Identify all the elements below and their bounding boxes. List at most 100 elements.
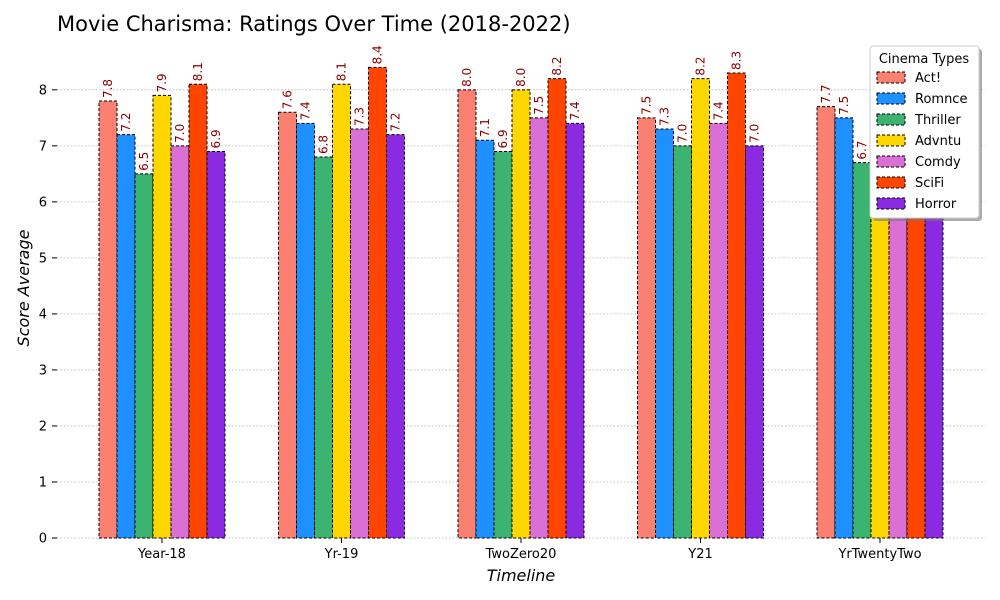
x-tick-label: TwoZero20 (485, 547, 557, 562)
bar-act-0 (98, 100, 118, 539)
x-tick-label: Year-18 (137, 547, 186, 562)
bar-comdy-1 (350, 128, 369, 539)
legend-title: Cinema Types (879, 52, 970, 67)
x-axis-label: Timeline (487, 566, 556, 585)
bar-advntu-3 (691, 78, 710, 539)
legend-frame (869, 45, 980, 219)
legend-swatch (876, 155, 906, 168)
bar-value-label: 7.5 (837, 96, 851, 115)
bar-thriller-3 (673, 145, 692, 539)
bar-horror-1 (386, 134, 405, 539)
legend-entry-label: Act! (915, 71, 941, 86)
bar-value-label: 6.8 (317, 135, 331, 154)
legend: Cinema Types Act! Romnce Thriller Advntu Com… (869, 45, 982, 221)
bar-thriller-4 (852, 162, 872, 539)
bar-horror-4 (924, 139, 944, 539)
bar-value-label: 6.9 (209, 129, 223, 148)
bar-advntu-2 (511, 89, 531, 539)
x-tick-label: YrTwentyTwo (837, 547, 921, 562)
bar-value-label: 7.5 (532, 96, 546, 115)
bar-scifi-0 (188, 83, 208, 539)
x-axis: Year-18 Yr-19 TwoZero20 Y21 YrTwentyTwo (137, 538, 922, 562)
bar-value-label: 7.3 (658, 107, 672, 126)
bar-comdy-4 (888, 117, 908, 539)
bar-value-label: 7.9 (155, 73, 169, 92)
legend-swatch (876, 71, 906, 84)
bar-value-label: 8.1 (335, 62, 349, 81)
bar-comdy-0 (170, 145, 190, 539)
bar-value-label: 8.2 (694, 57, 708, 76)
bar-value-label: 7.2 (119, 113, 133, 132)
bar-thriller-2 (493, 150, 513, 539)
legend-swatch (876, 197, 906, 210)
bar-horror-3 (745, 145, 764, 539)
bar-comdy-3 (709, 122, 728, 539)
legend-swatch (876, 92, 906, 105)
bar-romnce-4 (834, 117, 854, 539)
bar-value-label: 6.7 (855, 141, 869, 160)
legend-entry-label: Advntu (915, 134, 961, 149)
bar-labels: 7.8 7.2 6.5 7.9 7.0 8.1 6.9 7.6 7.4 6.8 8.1 7.3 8.4 7… (101, 45, 869, 171)
legend-entry-label: SciFi (915, 176, 944, 191)
bar-value-label: 7.0 (748, 124, 762, 143)
legend-entry-label: Romnce (915, 92, 967, 107)
bar-advntu-0 (152, 94, 172, 539)
bar-value-label: 7.0 (676, 124, 690, 143)
bar-value-label: 7.8 (101, 79, 115, 98)
y-tick-label: 1 (39, 475, 47, 490)
x-tick-label: Yr-19 (324, 547, 359, 562)
y-tick-label: 4 (39, 307, 47, 322)
chart-title: Movie Charisma: Ratings Over Time (2018-… (57, 12, 571, 36)
bar-value-label: 7.6 (281, 90, 295, 109)
bar-value-label: 7.5 (640, 96, 654, 115)
bar-romnce-1 (296, 122, 315, 539)
bar-value-label: 8.0 (460, 68, 474, 87)
bar-act-3 (637, 117, 656, 539)
bar-value-label: 7.4 (299, 101, 313, 120)
bar-thriller-1 (314, 156, 333, 539)
bar-value-label: 8.2 (550, 57, 564, 76)
y-tick-label: 2 (39, 419, 47, 434)
bar-thriller-0 (134, 173, 154, 539)
bar-scifi-3 (727, 72, 746, 539)
bar-value-label: 8.1 (191, 62, 205, 81)
x-tick-label: Y21 (687, 547, 712, 562)
bar-value-label: 7.0 (173, 124, 187, 143)
y-tick-label: 0 (39, 532, 47, 547)
y-tick-label: 3 (39, 363, 47, 378)
bar-value-label: 7.4 (712, 101, 726, 120)
legend-entry-label: Comdy (915, 155, 961, 170)
bar-advntu-1 (332, 83, 351, 539)
bar-value-label: 6.9 (496, 129, 510, 148)
legend-swatch (876, 113, 906, 126)
bar-romnce-3 (655, 128, 674, 539)
legend-entry-label: Thriller (914, 113, 961, 128)
bar-act-2 (457, 89, 477, 539)
bar-act-1 (278, 111, 297, 539)
legend-entry-label: Horror (915, 197, 957, 212)
bar-value-label: 7.4 (568, 101, 582, 120)
bar-comdy-2 (529, 117, 549, 539)
y-tick-label: 8 (39, 83, 47, 98)
bar-value-label: 7.2 (389, 113, 403, 132)
bar-scifi-1 (368, 66, 387, 539)
bar-romnce-0 (116, 134, 136, 539)
y-tick-label: 7 (39, 139, 47, 154)
bar-value-label: 7.1 (478, 118, 492, 137)
y-tick-label: 5 (39, 251, 47, 266)
y-tick-label: 6 (39, 195, 47, 210)
y-axis-label: Score Average (14, 229, 33, 346)
bar-act-4 (816, 106, 836, 539)
bar-value-label: 8.0 (514, 68, 528, 87)
bar-value-label: 8.3 (730, 51, 744, 70)
bar-scifi-2 (547, 78, 567, 539)
bar-horror-0 (206, 150, 226, 539)
legend-swatch (876, 176, 906, 189)
legend-items: Act! Romnce Thriller Advntu Comdy SciFi Horror (876, 71, 967, 212)
legend-swatch (876, 134, 906, 147)
bar-value-label: 6.5 (137, 152, 151, 171)
y-axis: 0 1 2 3 4 5 6 7 8 (39, 83, 57, 547)
bar-horror-2 (565, 122, 585, 539)
bars (98, 61, 944, 539)
